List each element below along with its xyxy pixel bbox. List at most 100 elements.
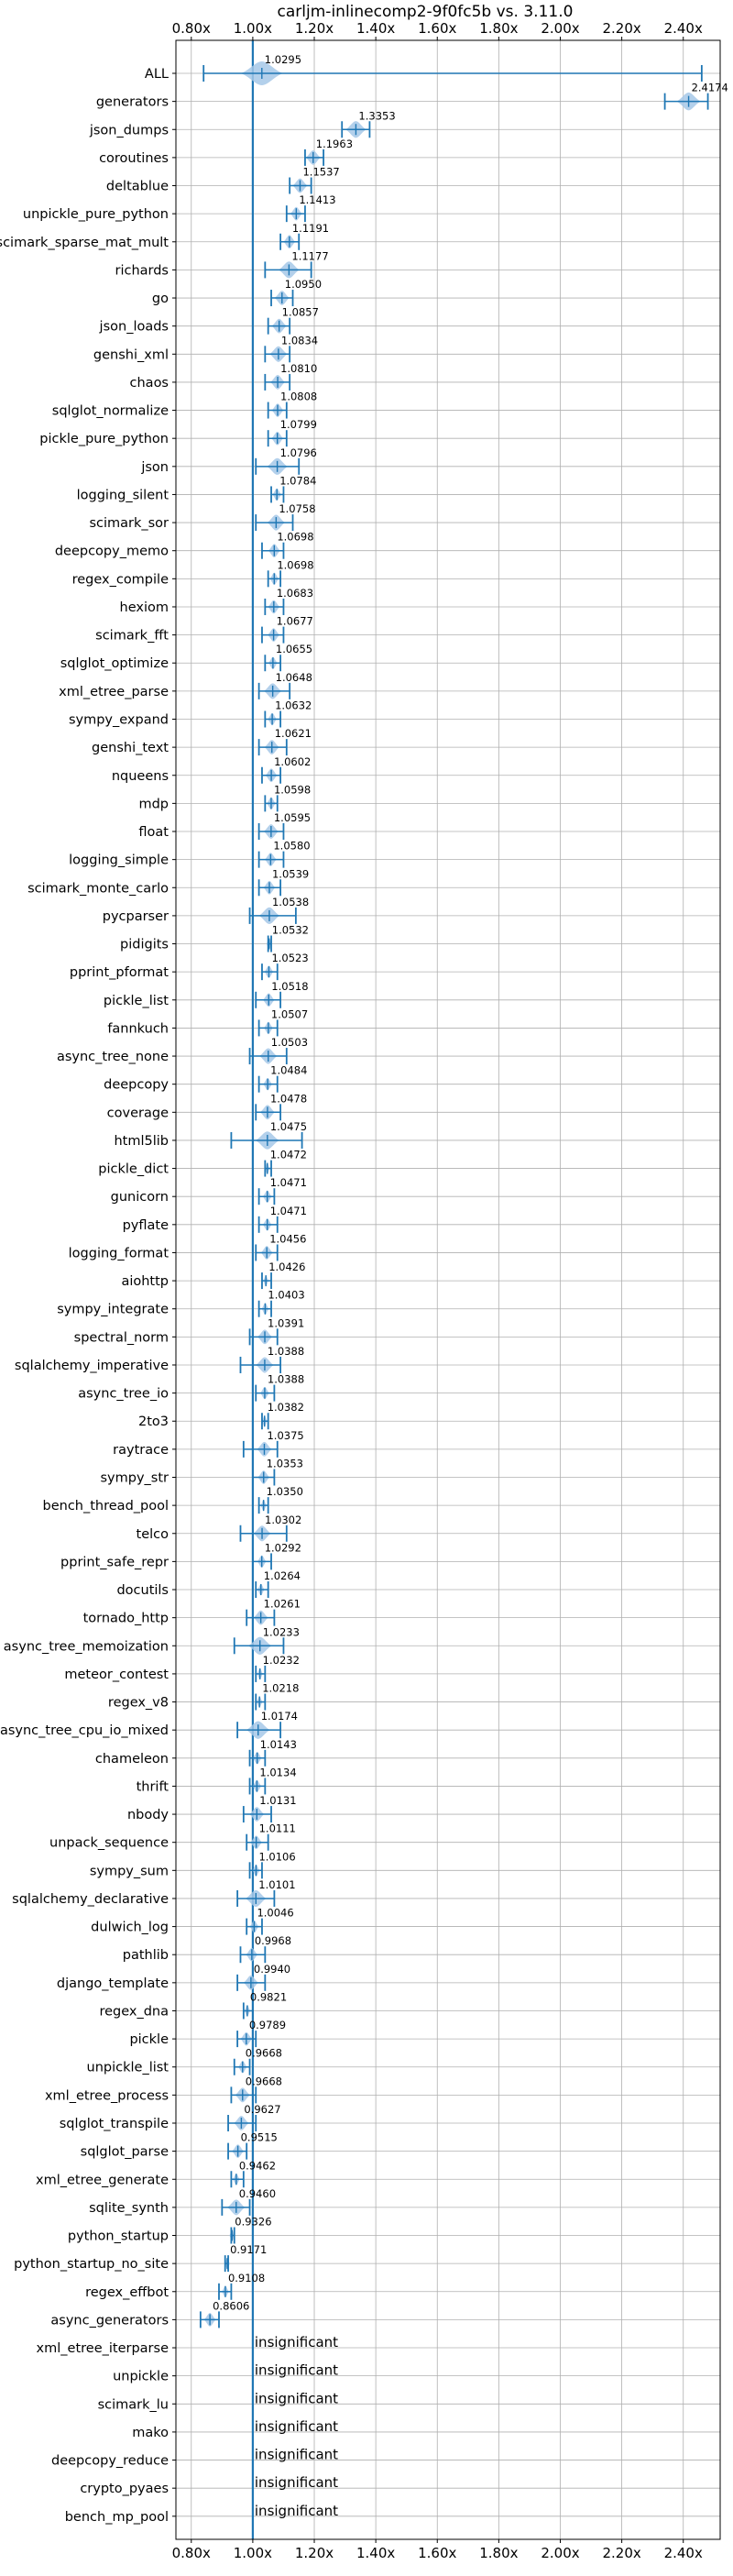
value-label: 1.0143 — [260, 1738, 297, 1751]
category-label: raytrace — [113, 1443, 169, 1458]
insignificant-label: insignificant — [255, 2334, 338, 2350]
value-label: 1.0478 — [270, 1092, 307, 1105]
category-label: xml_etree_process — [45, 2088, 169, 2103]
value-label: 1.0471 — [270, 1205, 307, 1217]
category-label: json — [140, 460, 169, 475]
category-label: pprint_safe_repr — [60, 1555, 169, 1569]
category-label: deepcopy_reduce — [51, 2454, 169, 2469]
x-tick-label-bottom: 0.80x — [172, 2545, 211, 2561]
x-tick-label-bottom: 1.40x — [356, 2545, 395, 2561]
value-label: 1.0518 — [271, 980, 308, 993]
category-label: sympy_expand — [69, 712, 169, 727]
category-label: sympy_sum — [90, 1864, 169, 1878]
x-tick-label-bottom: 1.60x — [418, 2545, 456, 2561]
category-label: chaos — [130, 376, 169, 391]
value-label: 1.0375 — [267, 1429, 303, 1442]
category-label: tornado_http — [83, 1612, 169, 1626]
category-label: sympy_str — [101, 1471, 170, 1486]
value-label: 1.1963 — [316, 138, 353, 150]
category-label: fannkuch — [107, 1021, 169, 1036]
x-tick-label-top: 0.80x — [172, 20, 211, 37]
category-label: async_tree_none — [57, 1050, 169, 1064]
category-label: genshi_xml — [93, 347, 169, 362]
x-tick-label-top: 2.20x — [602, 20, 640, 37]
category-label: chameleon — [95, 1752, 169, 1767]
value-label: 1.0131 — [259, 1794, 296, 1807]
value-label: 1.0857 — [282, 306, 319, 319]
category-label: mdp — [138, 797, 169, 811]
category-label: deepcopy — [104, 1078, 169, 1093]
category-label: sqlalchemy_imperative — [15, 1359, 169, 1373]
category-label: pathlib — [123, 1948, 169, 1963]
category-label: gunicorn — [111, 1190, 169, 1205]
value-label: 0.9940 — [254, 1963, 290, 1976]
value-label: 1.0388 — [268, 1345, 304, 1358]
category-label: pprint_pformat — [70, 965, 169, 980]
category-label: json_dumps — [89, 123, 169, 138]
insignificant-label: insignificant — [255, 2362, 338, 2379]
x-tick-label-top: 1.40x — [356, 20, 395, 37]
category-label: scimark_monte_carlo — [27, 881, 169, 896]
value-label: 1.0233 — [263, 1625, 300, 1638]
value-label: 1.0472 — [270, 1149, 307, 1161]
category-label: bench_mp_pool — [65, 2510, 169, 2525]
value-label: 1.0598 — [274, 783, 311, 796]
value-label: 1.0507 — [271, 1007, 308, 1020]
category-label: sqlite_synth — [89, 2201, 169, 2216]
value-label: 0.9108 — [228, 2272, 265, 2284]
x-tick-label-top: 1.60x — [418, 20, 456, 37]
value-label: 0.9462 — [239, 2159, 276, 2172]
value-label: 1.0382 — [268, 1401, 304, 1414]
x-tick-label-bottom: 2.20x — [602, 2545, 640, 2561]
category-label: logging_simple — [69, 853, 169, 868]
value-label: 1.1537 — [302, 166, 339, 179]
category-label: sqlglot_parse — [81, 2145, 169, 2160]
category-label: async_tree_cpu_io_mixed — [0, 1723, 169, 1738]
value-label: 1.0648 — [276, 671, 312, 684]
category-label: coroutines — [99, 151, 169, 166]
value-label: 0.9668 — [246, 2047, 282, 2060]
category-label: scimark_fft — [95, 629, 169, 644]
insignificant-label: insignificant — [255, 2447, 338, 2463]
value-label: 1.0475 — [270, 1120, 307, 1133]
category-label: pickle_list — [104, 994, 169, 1008]
category-label: thrift — [137, 1779, 170, 1794]
insignificant-label: insignificant — [255, 2474, 338, 2491]
category-label: django_template — [57, 1976, 169, 1991]
value-label: 2.4174 — [692, 82, 728, 94]
category-label: spectral_norm — [74, 1330, 169, 1345]
value-label: 1.0810 — [280, 362, 317, 375]
value-label: 1.0698 — [277, 558, 313, 571]
value-label: 1.1413 — [299, 193, 335, 206]
x-tick-label-top: 1.00x — [234, 20, 272, 37]
plot-frame — [175, 39, 721, 2540]
category-label: scimark_sor — [89, 516, 169, 531]
value-label: 1.0101 — [258, 1878, 295, 1891]
value-label: 1.0232 — [263, 1654, 300, 1667]
category-label: regex_effbot — [85, 2285, 169, 2300]
category-label: regex_compile — [72, 572, 169, 587]
value-label: 1.0388 — [268, 1373, 304, 1386]
value-label: 0.9627 — [244, 2103, 280, 2116]
category-label: python_startup_no_site — [14, 2257, 169, 2272]
category-label: generators — [96, 95, 169, 110]
category-label: unpickle_list — [87, 2061, 170, 2075]
value-label: 1.3353 — [358, 109, 395, 122]
value-label: 1.0426 — [268, 1260, 305, 1273]
tick-layer: 0.80x 0.80x 1.00x 1.00x 1.20x 1.20x 1.40x 1.40x… — [0, 20, 703, 2561]
value-label: 1.0677 — [277, 615, 313, 628]
category-label: python_startup — [68, 2229, 169, 2244]
category-label: async_generators — [50, 2313, 169, 2328]
category-label: genshi_text — [92, 741, 169, 755]
category-label: aiohttp — [121, 1274, 169, 1289]
value-label: 1.0134 — [259, 1766, 296, 1778]
value-label: 0.9460 — [239, 2187, 276, 2200]
category-label: meteor_contest — [64, 1668, 169, 1682]
category-label: unpickle — [113, 2370, 169, 2384]
category-label: pyflate — [123, 1218, 169, 1233]
value-label: 1.0353 — [267, 1458, 303, 1470]
category-label: xml_etree_parse — [59, 685, 169, 699]
value-label: 1.0655 — [276, 643, 312, 655]
